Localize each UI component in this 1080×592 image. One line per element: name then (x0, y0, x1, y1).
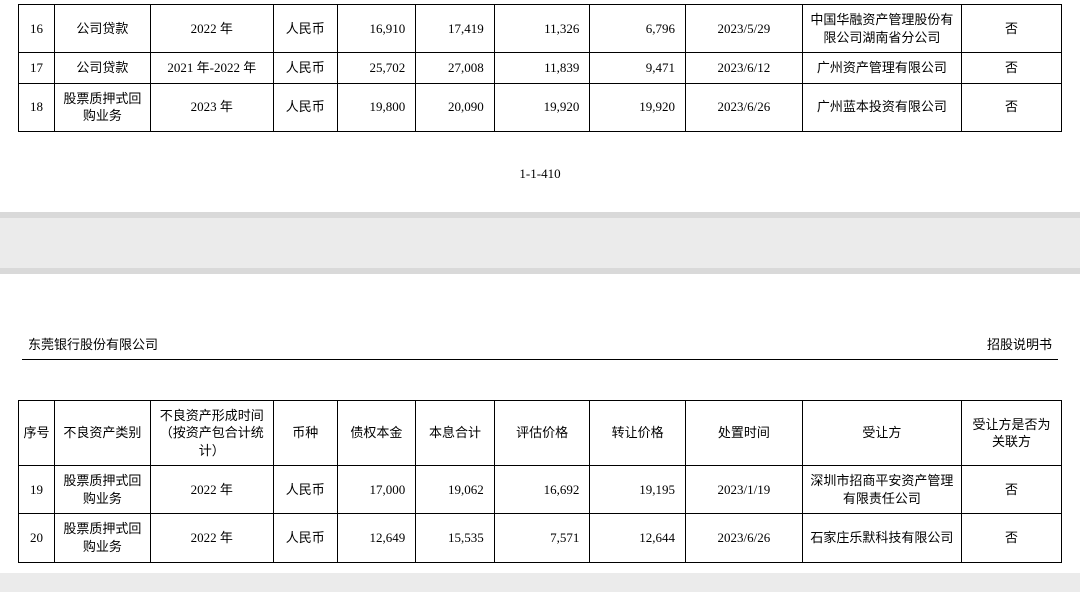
cell-n4: 9,471 (590, 53, 686, 84)
cell-date: 2023/6/26 (685, 514, 802, 562)
col-receiver: 受让方 (802, 400, 961, 466)
col-transfer: 转让价格 (590, 400, 686, 466)
cell-n4: 12,644 (590, 514, 686, 562)
cell-receiver: 广州资产管理有限公司 (802, 53, 961, 84)
cell-n3: 11,839 (494, 53, 590, 84)
cell-formtime: 2021 年-2022 年 (150, 53, 273, 84)
col-total: 本息合计 (416, 400, 495, 466)
cell-currency: 人民币 (273, 514, 337, 562)
cell-date: 2023/5/29 (685, 5, 802, 53)
cell-date: 2023/1/19 (685, 466, 802, 514)
page-bottom: 东莞银行股份有限公司 招股说明书 序号 不良资产类别 不良资产形成时间（按资产包… (0, 274, 1080, 573)
cell-n4: 19,920 (590, 83, 686, 131)
cell-n1: 17,000 (337, 466, 416, 514)
cell-date: 2023/6/12 (685, 53, 802, 84)
col-related: 受让方是否为关联方 (962, 400, 1062, 466)
cell-n2: 27,008 (416, 53, 495, 84)
cell-idx: 18 (19, 83, 55, 131)
cell-n2: 15,535 (416, 514, 495, 562)
cell-n1: 16,910 (337, 5, 416, 53)
page-gap (0, 212, 1080, 274)
cell-category: 公司贷款 (55, 53, 151, 84)
cell-receiver: 深圳市招商平安资产管理有限责任公司 (802, 466, 961, 514)
cell-date: 2023/6/26 (685, 83, 802, 131)
cell-formtime: 2022 年 (150, 466, 273, 514)
table-bottom-body: 19股票质押式回购业务2022 年人民币17,00019,06216,69219… (19, 466, 1062, 562)
col-category: 不良资产类别 (55, 400, 151, 466)
running-header: 东莞银行股份有限公司 招股说明书 (22, 334, 1058, 360)
header-right: 招股说明书 (987, 334, 1052, 353)
cell-related: 否 (962, 514, 1062, 562)
cell-idx: 16 (19, 5, 55, 53)
table-row: 18股票质押式回购业务2023 年人民币19,80020,09019,92019… (19, 83, 1062, 131)
cell-n2: 20,090 (416, 83, 495, 131)
cell-related: 否 (962, 5, 1062, 53)
cell-category: 股票质押式回购业务 (55, 466, 151, 514)
cell-formtime: 2023 年 (150, 83, 273, 131)
cell-n1: 12,649 (337, 514, 416, 562)
cell-n3: 7,571 (494, 514, 590, 562)
cell-n3: 16,692 (494, 466, 590, 514)
table-row: 16公司贷款2022 年人民币16,91017,41911,3266,79620… (19, 5, 1062, 53)
cell-idx: 17 (19, 53, 55, 84)
cell-receiver: 广州蓝本投资有限公司 (802, 83, 961, 131)
cell-currency: 人民币 (273, 466, 337, 514)
table-top-body: 16公司贷款2022 年人民币16,91017,41911,3266,79620… (19, 5, 1062, 132)
cell-category: 股票质押式回购业务 (55, 514, 151, 562)
cell-formtime: 2022 年 (150, 514, 273, 562)
cell-related: 否 (962, 466, 1062, 514)
col-principal: 债权本金 (337, 400, 416, 466)
table-header-row: 序号 不良资产类别 不良资产形成时间（按资产包合计统计） 币种 债权本金 本息合… (19, 400, 1062, 466)
table-bottom: 序号 不良资产类别 不良资产形成时间（按资产包合计统计） 币种 债权本金 本息合… (18, 400, 1062, 563)
cell-n4: 6,796 (590, 5, 686, 53)
cell-n4: 19,195 (590, 466, 686, 514)
table-top: 16公司贷款2022 年人民币16,91017,41911,3266,79620… (18, 4, 1062, 132)
header-left: 东莞银行股份有限公司 (28, 334, 158, 353)
cell-n2: 19,062 (416, 466, 495, 514)
cell-currency: 人民币 (273, 53, 337, 84)
cell-idx: 20 (19, 514, 55, 562)
table-row: 19股票质押式回购业务2022 年人民币17,00019,06216,69219… (19, 466, 1062, 514)
col-formtime: 不良资产形成时间（按资产包合计统计） (150, 400, 273, 466)
cell-related: 否 (962, 83, 1062, 131)
cell-n3: 11,326 (494, 5, 590, 53)
page-number: 1-1-410 (18, 166, 1062, 182)
table-row: 17公司贷款2021 年-2022 年人民币25,70227,00811,839… (19, 53, 1062, 84)
cell-category: 股票质押式回购业务 (55, 83, 151, 131)
cell-related: 否 (962, 53, 1062, 84)
cell-currency: 人民币 (273, 83, 337, 131)
cell-n1: 25,702 (337, 53, 416, 84)
page-top: 16公司贷款2022 年人民币16,91017,41911,3266,79620… (0, 0, 1080, 212)
table-row: 20股票质押式回购业务2022 年人民币12,64915,5357,57112,… (19, 514, 1062, 562)
col-dispose: 处置时间 (685, 400, 802, 466)
cell-idx: 19 (19, 466, 55, 514)
col-appraised: 评估价格 (494, 400, 590, 466)
cell-category: 公司贷款 (55, 5, 151, 53)
cell-n1: 19,800 (337, 83, 416, 131)
cell-currency: 人民币 (273, 5, 337, 53)
cell-n2: 17,419 (416, 5, 495, 53)
col-currency: 币种 (273, 400, 337, 466)
cell-n3: 19,920 (494, 83, 590, 131)
cell-receiver: 中国华融资产管理股份有限公司湖南省分公司 (802, 5, 961, 53)
cell-formtime: 2022 年 (150, 5, 273, 53)
col-idx: 序号 (19, 400, 55, 466)
cell-receiver: 石家庄乐默科技有限公司 (802, 514, 961, 562)
